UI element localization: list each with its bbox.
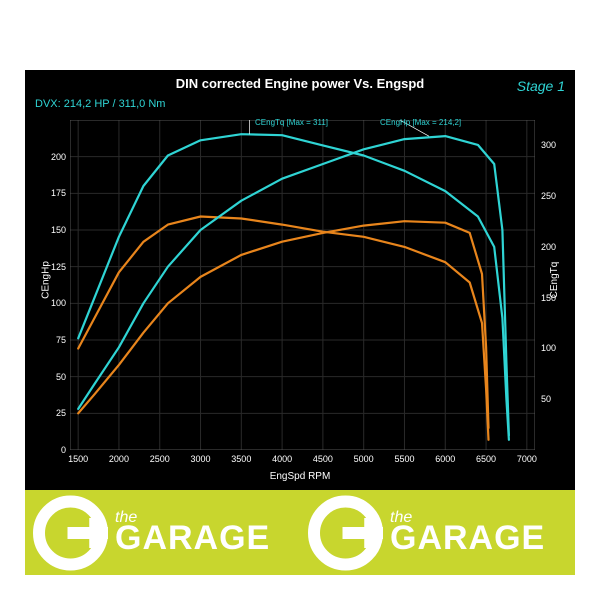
ytick-right: 150 [541, 293, 569, 303]
ytick-left: 125 [38, 262, 66, 272]
xtick: 2500 [150, 454, 170, 464]
xtick: 5500 [394, 454, 414, 464]
chart-panel: DVX PERFORMANCE DIN corrected Engine pow… [25, 70, 575, 490]
xtick: 3500 [231, 454, 251, 464]
chart-title: DIN corrected Engine power Vs. Engspd [25, 76, 575, 91]
garage-g-icon [308, 495, 383, 570]
logo-strip: the GARAGE the GARAGE [25, 490, 575, 575]
ytick-left: 100 [38, 298, 66, 308]
series-label-tq: CEngTq [Max = 311] [255, 118, 328, 127]
plot-area [70, 120, 535, 450]
dvx-summary: DVX: 214,2 HP / 311,0 Nm [35, 98, 165, 110]
series-label-hp: CEngHp [Max = 214,2] [380, 118, 461, 127]
ytick-left: 175 [38, 188, 66, 198]
ytick-right: 250 [541, 191, 569, 201]
plot-svg [70, 120, 535, 450]
xtick: 3000 [191, 454, 211, 464]
logo-text-right: the GARAGE [390, 512, 545, 554]
xtick: 6000 [435, 454, 455, 464]
xtick: 5000 [354, 454, 374, 464]
ytick-left: 50 [38, 372, 66, 382]
frame: DVX PERFORMANCE DIN corrected Engine pow… [25, 25, 575, 575]
xtick: 4500 [313, 454, 333, 464]
logo-left: the GARAGE [25, 490, 300, 575]
ytick-left: 25 [38, 408, 66, 418]
logo-garage-left: GARAGE [115, 523, 270, 554]
xtick: 4000 [272, 454, 292, 464]
ytick-left: 200 [38, 152, 66, 162]
garage-g-icon [33, 495, 108, 570]
logo-text-left: the GARAGE [115, 512, 270, 554]
ytick-right: 200 [541, 242, 569, 252]
ytick-right: 100 [541, 343, 569, 353]
logo-garage-right: GARAGE [390, 523, 545, 554]
ytick-right: 50 [541, 394, 569, 404]
ytick-left: 75 [38, 335, 66, 345]
xtick: 6500 [476, 454, 496, 464]
ytick-left: 150 [38, 225, 66, 235]
ytick-left: 0 [38, 445, 66, 455]
x-axis-label: EngSpd RPM [25, 471, 575, 482]
xtick: 2000 [109, 454, 129, 464]
logo-right: the GARAGE [300, 490, 575, 575]
xtick: 1500 [68, 454, 88, 464]
xtick: 7000 [517, 454, 537, 464]
stage-label: Stage 1 [517, 78, 565, 94]
ytick-right: 300 [541, 140, 569, 150]
